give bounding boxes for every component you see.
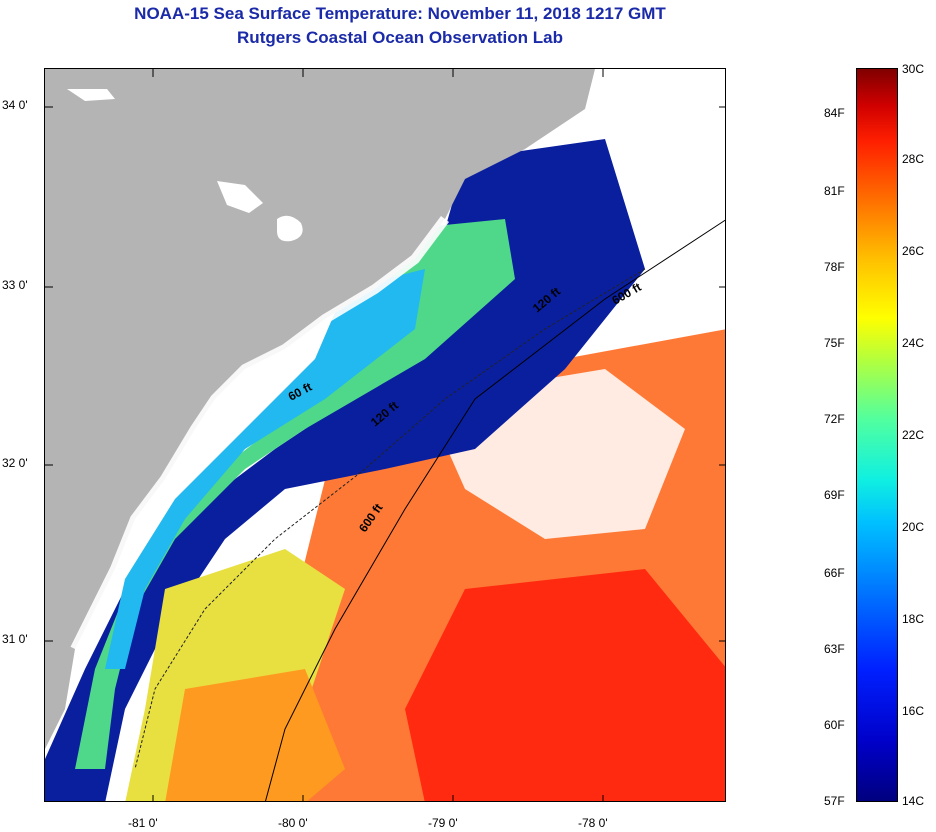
orange-shelf xyxy=(165,669,345,801)
colorbar-label-60f: 60F xyxy=(824,718,845,732)
colorbar-label-30c: 30C xyxy=(902,62,925,76)
colorbar-label-26c: 26C xyxy=(902,244,925,258)
colorbar-label-14c: 14C xyxy=(902,794,925,808)
inland-lake-2 xyxy=(217,181,263,213)
colorbar-label-57f: 57F xyxy=(824,794,845,808)
sst-map-canvas: 60 ft 120 ft 600 ft 120 ft 600 ft xyxy=(45,69,725,801)
colorbar-label-22c: 22C xyxy=(902,428,925,442)
land-area xyxy=(45,69,595,749)
colorbar-label-69f: 69F xyxy=(824,488,845,502)
warm-core-region xyxy=(405,569,725,801)
colorbar-label-28c: 28C xyxy=(902,152,925,166)
latitude-ticks xyxy=(45,106,725,642)
isobath-600ft xyxy=(265,219,725,801)
isobath-120ft xyxy=(134,268,646,770)
colorbar-label-24c: 24C xyxy=(902,336,925,350)
shelf-cyan-band xyxy=(105,269,425,669)
coastline-wetlands xyxy=(70,216,449,652)
longitude-label-79: -79 0' xyxy=(428,816,458,830)
inland-lake xyxy=(277,215,303,242)
longitude-label-78: -78 0' xyxy=(578,816,608,830)
colorbar-label-78f: 78F xyxy=(824,260,845,274)
colorbar-label-75f: 75F xyxy=(824,336,845,350)
map-title: NOAA-15 Sea Surface Temperature: Novembe… xyxy=(134,4,666,23)
latitude-label-33: 33 0' xyxy=(2,278,28,292)
latitude-label-34: 34 0' xyxy=(2,98,28,112)
latitude-label-32: 32 0' xyxy=(2,456,28,470)
colorbar-label-63f: 63F xyxy=(824,642,845,656)
colorbar-label-20c: 20C xyxy=(902,520,925,534)
temperature-colorbar xyxy=(856,68,898,802)
colorbar-label-72f: 72F xyxy=(824,412,845,426)
latitude-label-31: 31 0' xyxy=(2,632,28,646)
colorbar-label-66f: 66F xyxy=(824,566,845,580)
shelf-cold-band xyxy=(45,139,645,801)
shelf-green-band xyxy=(75,219,515,769)
longitude-label-80: -80 0' xyxy=(278,816,308,830)
colorbar-label-16c: 16C xyxy=(902,704,925,718)
map-subtitle: Rutgers Coastal Ocean Observation Lab xyxy=(237,28,563,47)
colorbar-label-81f: 81F xyxy=(824,184,845,198)
colorbar-label-84f: 84F xyxy=(824,106,845,120)
longitude-label-81: -81 0' xyxy=(128,816,158,830)
longitude-ticks xyxy=(152,69,604,801)
inland-lake-3 xyxy=(67,89,115,101)
colorbar-label-18c: 18C xyxy=(902,612,925,626)
sst-map: 60 ft 120 ft 600 ft 120 ft 600 ft xyxy=(44,68,726,802)
